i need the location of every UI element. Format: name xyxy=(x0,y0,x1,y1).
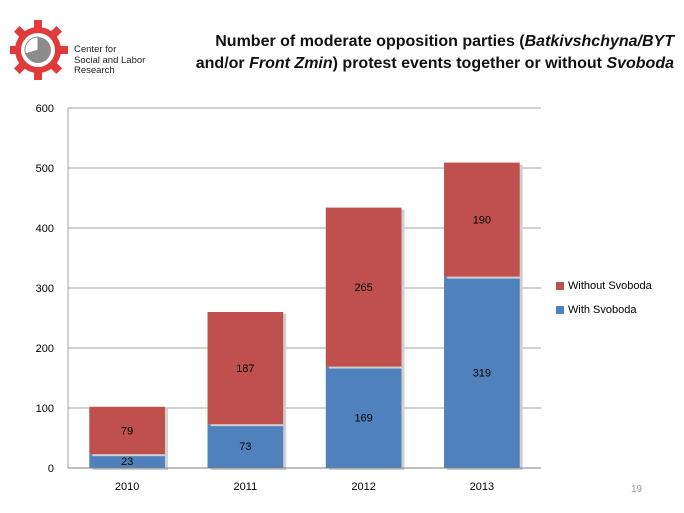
y-tick-label: 100 xyxy=(36,403,54,415)
data-label: 23 xyxy=(121,456,133,468)
bar-with-svoboda xyxy=(89,454,165,468)
logo-line: Research xyxy=(74,65,115,76)
y-tick-label: 200 xyxy=(36,343,54,355)
bar-without-svoboda xyxy=(444,162,520,277)
y-tick-label: 300 xyxy=(36,283,54,295)
data-label: 319 xyxy=(473,367,491,379)
title-italic: Svoboda xyxy=(606,54,674,72)
y-tick-label: 500 xyxy=(36,163,54,175)
legend-swatch xyxy=(556,306,564,314)
data-label: 73 xyxy=(239,441,251,453)
logo: Center for Social and Labor Research xyxy=(8,12,210,84)
title-italic: Batkivshchyna/BYT xyxy=(524,33,674,50)
logo-line: Center for xyxy=(74,44,117,55)
legend-label: Without Svoboda xyxy=(568,280,652,292)
bar-without-svoboda xyxy=(89,406,165,455)
bar-without-svoboda xyxy=(207,312,284,425)
data-label: 169 xyxy=(354,412,372,424)
x-tick-label: 2011 xyxy=(234,481,258,493)
y-tick-label: 400 xyxy=(36,223,54,235)
title-italic: Front Zmin xyxy=(249,54,333,72)
y-tick-label: 600 xyxy=(36,103,54,115)
data-label: 190 xyxy=(473,215,491,227)
title-text: and/or xyxy=(195,54,250,72)
y-tick-label: 0 xyxy=(48,463,54,475)
data-label: 79 xyxy=(121,426,133,438)
legend-item-with-svoboda: With Svoboda xyxy=(556,303,652,317)
data-label: 187 xyxy=(236,363,254,375)
title-text: ) protest events together or without xyxy=(332,54,607,72)
x-tick-label: 2012 xyxy=(351,481,375,493)
x-tick-label: 2013 xyxy=(470,481,494,493)
logo-text: Center for Social and Labor Research xyxy=(74,44,146,77)
bar-with-svoboda xyxy=(207,424,284,468)
x-tick-label: 2010 xyxy=(115,481,139,493)
logo-line: Social and Labor xyxy=(74,54,146,66)
legend: Without Svoboda With Svoboda xyxy=(556,279,652,327)
legend-item-without-svoboda: Without Svoboda xyxy=(556,279,652,293)
data-label: 265 xyxy=(354,282,372,294)
chart-title: Number of moderate opposition parties (B… xyxy=(194,31,674,74)
legend-label: With Svoboda xyxy=(568,304,637,316)
bar-without-svoboda xyxy=(325,207,402,367)
bar-with-svoboda xyxy=(444,276,520,468)
bar-with-svoboda xyxy=(325,366,402,468)
legend-swatch xyxy=(556,282,564,290)
title-text: Number of moderate opposition parties ( xyxy=(215,33,525,50)
page-number: 19 xyxy=(631,484,643,495)
gear-logo-icon xyxy=(8,20,68,80)
